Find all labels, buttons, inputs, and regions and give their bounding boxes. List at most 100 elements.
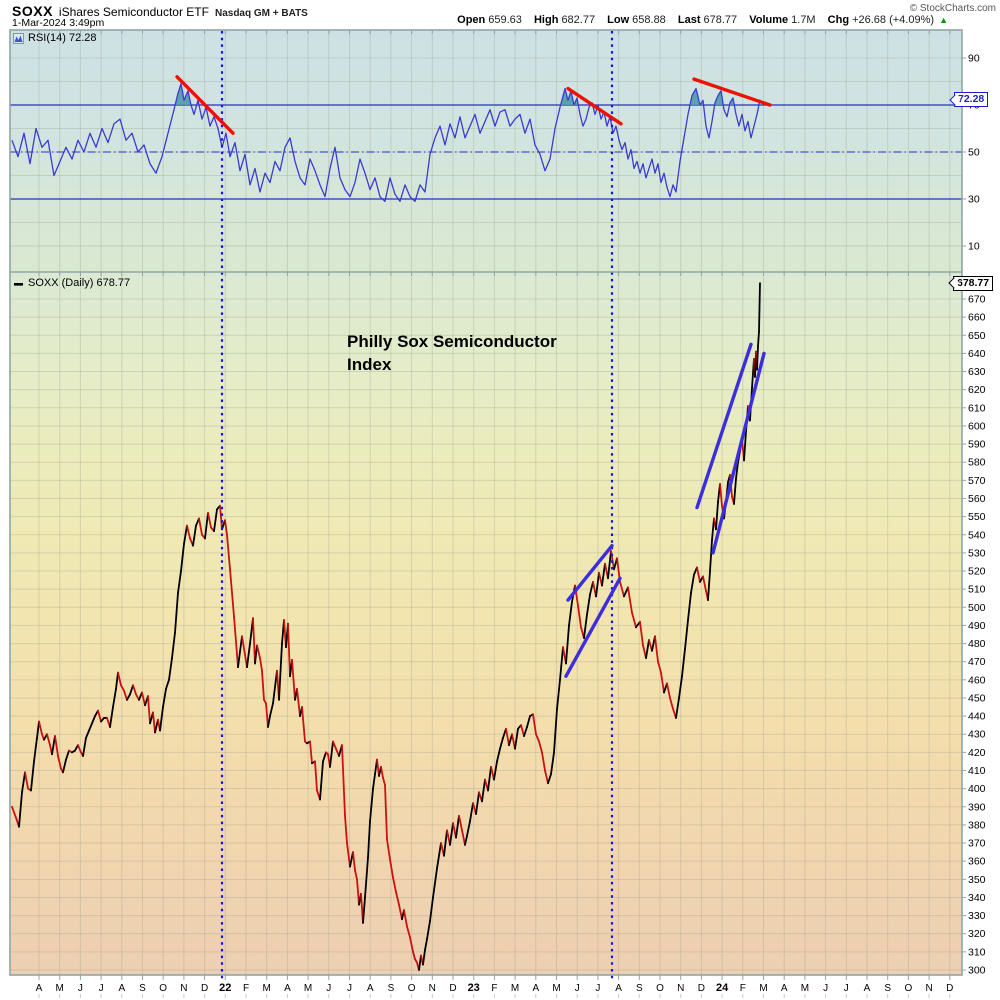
svg-text:A: A <box>532 983 539 994</box>
svg-text:M: M <box>511 983 519 994</box>
svg-text:J: J <box>844 983 849 994</box>
low-value: 658.88 <box>632 14 666 26</box>
svg-text:O: O <box>656 983 664 994</box>
svg-text:D: D <box>449 983 456 994</box>
exchange-label: Nasdaq GM + BATS <box>214 8 308 19</box>
change-label: Chg <box>827 14 850 26</box>
svg-text:570: 570 <box>968 475 986 487</box>
svg-text:A: A <box>118 983 125 994</box>
svg-text:310: 310 <box>968 946 986 958</box>
price-value-badge: 678.77 <box>947 275 994 291</box>
svg-text:30: 30 <box>968 194 980 206</box>
svg-text:N: N <box>180 983 187 994</box>
rsi-panel-background <box>10 30 962 272</box>
rsi-legend: RSI(14) 72.28 <box>13 32 96 44</box>
svg-text:340: 340 <box>968 892 986 904</box>
svg-text:350: 350 <box>968 874 986 886</box>
svg-text:J: J <box>823 983 828 994</box>
svg-text:380: 380 <box>968 819 986 831</box>
rsi-indicator-icon <box>13 32 24 44</box>
svg-text:M: M <box>263 983 271 994</box>
stockcharts-copyright: © StockCharts.com <box>909 3 996 14</box>
svg-text:S: S <box>139 983 146 994</box>
svg-text:460: 460 <box>968 674 986 686</box>
svg-text:A: A <box>781 983 788 994</box>
svg-text:330: 330 <box>968 910 986 922</box>
last-label: Last <box>677 14 701 26</box>
last-value: 678.77 <box>703 14 738 26</box>
svg-text:D: D <box>946 983 953 994</box>
svg-text:N: N <box>677 983 684 994</box>
low-label: Low <box>607 14 630 26</box>
svg-text:N: N <box>429 983 436 994</box>
ohlc-quote-row: Open 659.63 High 682.77 Low 658.88 Last 678.… <box>457 14 948 26</box>
price-line-icon <box>14 282 23 286</box>
svg-text:M: M <box>759 983 767 994</box>
rsi-legend-label: RSI(14) 72.28 <box>28 32 97 44</box>
svg-text:S: S <box>388 983 395 994</box>
svg-text:J: J <box>326 983 331 994</box>
svg-text:A: A <box>615 983 622 994</box>
annotation-line1: Philly Sox Semiconductor <box>347 332 557 351</box>
svg-text:450: 450 <box>968 692 986 704</box>
svg-text:S: S <box>884 983 891 994</box>
price-panel-background <box>10 272 962 975</box>
svg-text:M: M <box>801 983 809 994</box>
svg-text:560: 560 <box>968 493 986 505</box>
svg-text:S: S <box>636 983 643 994</box>
svg-text:550: 550 <box>968 511 986 523</box>
svg-text:M: M <box>56 983 64 994</box>
svg-text:420: 420 <box>968 747 986 759</box>
svg-text:O: O <box>905 983 913 994</box>
svg-text:530: 530 <box>968 547 986 559</box>
svg-text:J: J <box>595 983 600 994</box>
svg-text:90: 90 <box>968 53 980 65</box>
svg-text:F: F <box>491 983 497 994</box>
svg-text:660: 660 <box>968 312 986 324</box>
svg-text:640: 640 <box>968 348 986 360</box>
open-value: 659.63 <box>488 14 522 26</box>
svg-text:J: J <box>347 983 352 994</box>
svg-text:24: 24 <box>716 982 729 994</box>
volume-label: Volume <box>749 14 789 26</box>
svg-text:630: 630 <box>968 366 986 378</box>
svg-text:520: 520 <box>968 566 986 578</box>
svg-text:300: 300 <box>968 964 986 976</box>
svg-text:430: 430 <box>968 729 986 741</box>
price-legend-label: SOXX (Daily) 678.77 <box>28 277 131 289</box>
high-label: High <box>533 14 559 26</box>
svg-text:320: 320 <box>968 928 986 940</box>
svg-text:580: 580 <box>968 457 986 469</box>
svg-text:670: 670 <box>968 294 986 306</box>
chart-text-annotation: Philly Sox Semiconductor Index <box>347 330 557 376</box>
security-name: iShares Semiconductor ETF <box>58 5 209 19</box>
svg-text:540: 540 <box>968 529 986 541</box>
svg-text:O: O <box>408 983 416 994</box>
svg-text:D: D <box>201 983 208 994</box>
svg-text:620: 620 <box>968 384 986 396</box>
svg-text:23: 23 <box>468 982 480 994</box>
svg-text:370: 370 <box>968 838 986 850</box>
svg-text:M: M <box>552 983 560 994</box>
svg-text:22: 22 <box>219 982 231 994</box>
change-value: +26.68 (+4.09%) <box>852 14 935 26</box>
svg-text:10: 10 <box>968 241 980 253</box>
svg-text:390: 390 <box>968 801 986 813</box>
volume-value: 1.7M <box>791 14 816 26</box>
svg-text:F: F <box>740 983 746 994</box>
svg-text:490: 490 <box>968 620 986 632</box>
svg-text:A: A <box>36 983 43 994</box>
rsi-value-badge: 72.28 <box>948 92 989 108</box>
svg-text:A: A <box>284 983 291 994</box>
svg-text:A: A <box>367 983 374 994</box>
svg-text:D: D <box>698 983 705 994</box>
chart-header: SOXX iShares Semiconductor ETF Nasdaq GM +… <box>12 3 308 21</box>
high-value: 682.77 <box>561 14 596 26</box>
svg-text:400: 400 <box>968 783 986 795</box>
svg-text:J: J <box>575 983 580 994</box>
svg-text:N: N <box>925 983 932 994</box>
up-triangle-icon: ▲ <box>939 15 948 25</box>
svg-text:510: 510 <box>968 584 986 596</box>
svg-text:M: M <box>304 983 312 994</box>
